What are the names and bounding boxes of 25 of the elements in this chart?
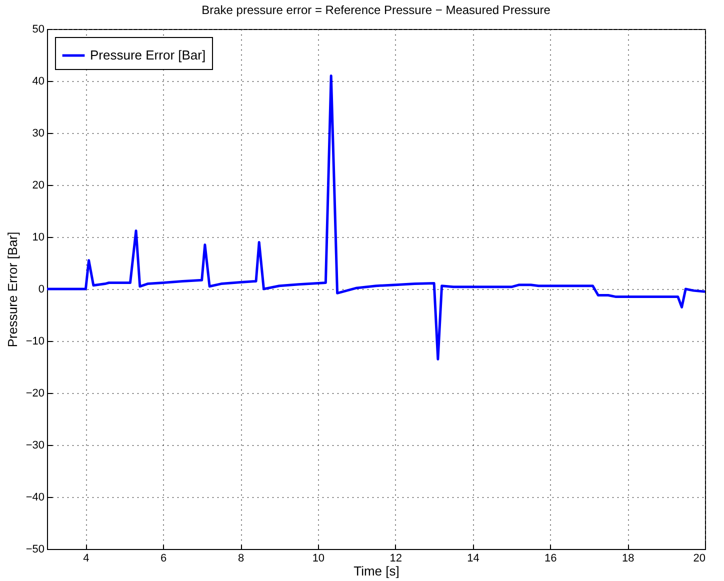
y-axis-title: Pressure Error [Bar] xyxy=(4,232,20,348)
x-tick-label: 14 xyxy=(467,552,480,564)
x-tick-label: 6 xyxy=(160,552,167,564)
y-tick-label: −20 xyxy=(26,388,44,400)
legend-label: Pressure Error [Bar] xyxy=(90,48,206,62)
x-tick-label: 16 xyxy=(544,552,557,564)
y-tick-label: −30 xyxy=(26,440,44,452)
x-tick-label: 8 xyxy=(238,552,244,564)
y-tick-label: −10 xyxy=(26,336,44,348)
x-tick-label: 12 xyxy=(390,552,402,564)
line-series xyxy=(47,74,705,360)
chart-title: Brake pressure error = Reference Pressure − Measured Pressure xyxy=(202,3,551,17)
x-tick-label: 10 xyxy=(312,552,325,564)
y-tick-label: 20 xyxy=(32,180,44,192)
y-tick-label: 0 xyxy=(38,284,44,296)
y-tick-label: 40 xyxy=(32,76,44,88)
y-tick-label: −50 xyxy=(26,544,44,556)
x-tick-label: 18 xyxy=(622,552,634,564)
x-tick-label: 4 xyxy=(83,552,90,564)
y-tick-label: 10 xyxy=(32,232,44,244)
y-tick-label: 30 xyxy=(32,128,44,140)
y-tick-label: −40 xyxy=(26,492,44,504)
y-tick-label: 50 xyxy=(32,24,44,36)
x-axis-title: Time [s] xyxy=(354,564,400,578)
x-tick-label: 20 xyxy=(693,552,706,564)
